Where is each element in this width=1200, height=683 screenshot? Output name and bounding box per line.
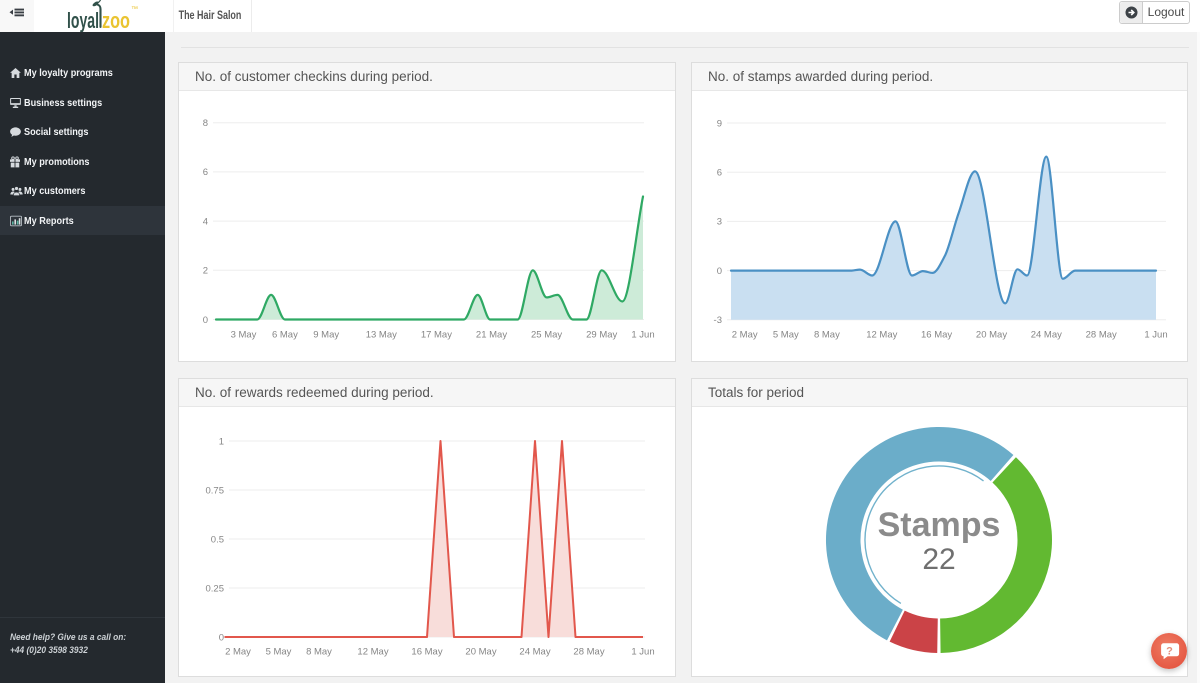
svg-text:zoo: zoo: [102, 8, 130, 32]
svg-text:loyal: loyal: [67, 8, 99, 32]
svg-text:?: ?: [1166, 646, 1173, 658]
svg-text:™: ™: [131, 6, 138, 13]
